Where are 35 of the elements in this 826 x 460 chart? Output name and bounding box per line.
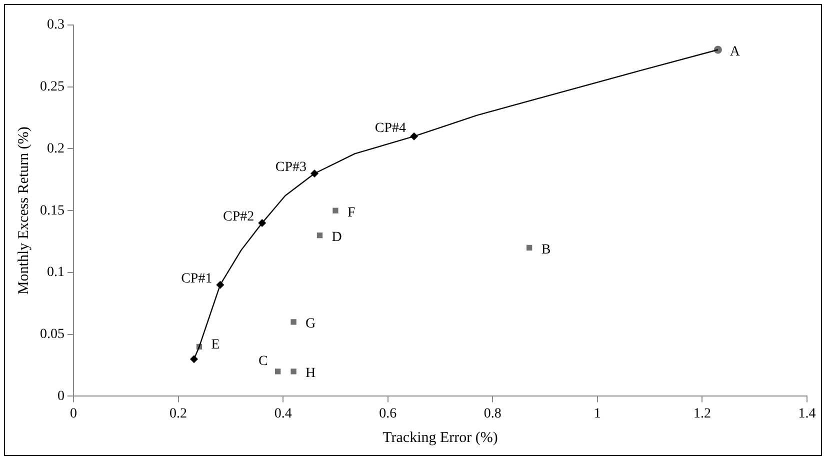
annotation: G: [306, 316, 316, 332]
x-axis-title: Tracking Error (%): [382, 430, 498, 446]
annotation: C: [258, 354, 268, 370]
point: [290, 319, 296, 325]
point: [316, 232, 323, 238]
point: [275, 368, 281, 374]
annotation: A: [730, 44, 741, 60]
x-tick-label: 0.2: [170, 406, 188, 422]
annotation: CP#1: [181, 272, 212, 287]
x-tick-label: 1.4: [798, 406, 816, 422]
y-tick-label: 0.25: [40, 80, 64, 95]
point: [290, 368, 296, 374]
annotation: E: [211, 337, 220, 352]
annotation: B: [541, 242, 551, 258]
x-tick-label: 1: [594, 406, 601, 422]
point: [332, 208, 338, 214]
annotation: F: [347, 205, 356, 220]
x-tick-label: 0: [70, 406, 77, 422]
y-axis-title: Monthly Excess Return (%): [16, 126, 32, 295]
y-tick-label: 0: [58, 388, 64, 404]
point: [526, 244, 532, 251]
y-tick-label: 0.2: [47, 141, 64, 156]
annotation: H: [306, 366, 316, 382]
annotation: CP#2: [222, 210, 254, 225]
y-tick-label: 0.3: [47, 18, 64, 33]
annotation: CP#3: [275, 160, 307, 176]
x-tick-label: 0.8: [484, 406, 502, 422]
x-tick-label: 0.4: [274, 406, 292, 422]
x-tick-label: 1.2: [693, 406, 711, 422]
y-tick-label: 0.05: [40, 327, 64, 342]
y-tick-label: 0.15: [40, 203, 64, 218]
y-tick-label: 0.1: [47, 265, 64, 280]
x-tick-label: 0.6: [379, 406, 397, 422]
annotation: CP#4: [374, 121, 406, 136]
annotation: D: [332, 230, 342, 246]
